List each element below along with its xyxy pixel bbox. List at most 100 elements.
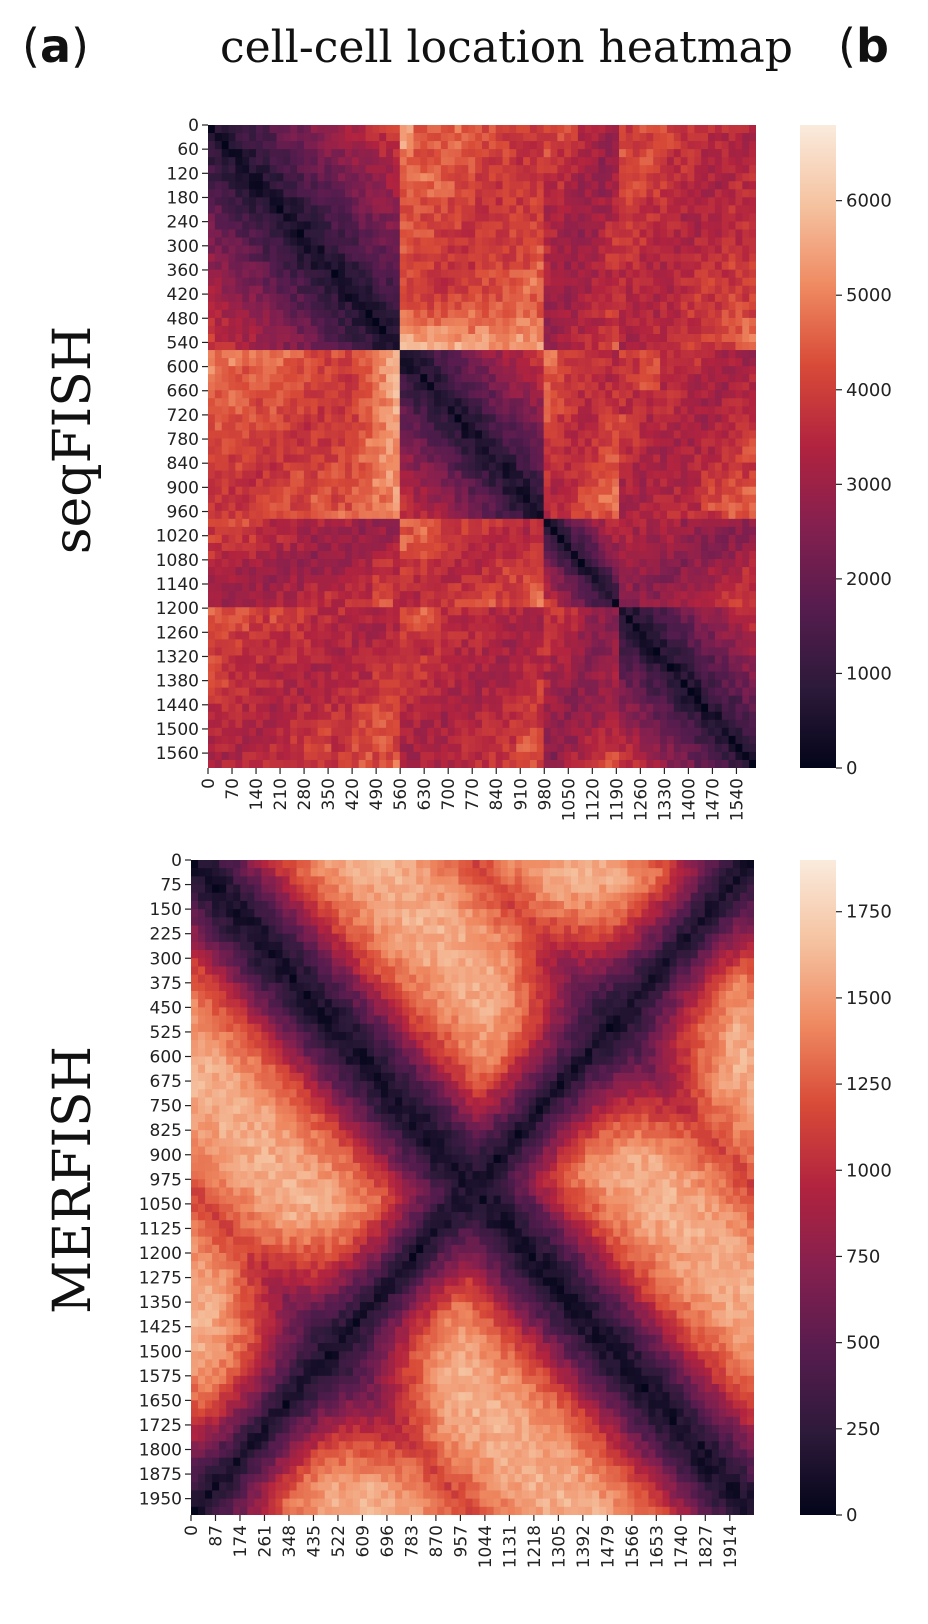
heatmap-cell: [680, 382, 689, 391]
heatmap-cell: [427, 317, 435, 327]
heatmap-cell: [660, 125, 668, 134]
heatmap-cell: [564, 575, 572, 584]
heatmap-cell: [666, 615, 675, 624]
heatmap-cell: [619, 317, 627, 327]
heatmap-cell: [482, 502, 490, 512]
heatmap-cell: [660, 534, 668, 544]
heatmap-cell: [303, 141, 312, 150]
heatmap-cell: [214, 293, 223, 303]
heatmap-cell: [262, 414, 271, 423]
heatmap-cell: [235, 494, 243, 504]
heatmap-cell: [338, 374, 346, 383]
heatmap-cell: [666, 181, 675, 190]
heatmap-cell: [646, 526, 654, 536]
heatmap-cell: [728, 526, 737, 536]
heatmap-cell: [303, 542, 312, 552]
heatmap-cell: [214, 205, 223, 215]
heatmap-cell: [338, 309, 346, 319]
heatmap-cell: [358, 406, 367, 415]
heatmap-cell: [557, 253, 565, 263]
heatmap-cell: [235, 301, 243, 311]
heatmap-cell: [262, 141, 271, 150]
heatmap-cell: [297, 406, 305, 415]
heatmap-cell: [454, 510, 463, 520]
heatmap-cell: [406, 277, 415, 287]
heatmap-cell: [488, 133, 497, 142]
heatmap-cell: [324, 293, 332, 303]
heatmap-cell: [434, 189, 442, 198]
heatmap-cell: [255, 245, 264, 255]
heatmap-cell: [440, 591, 449, 600]
heatmap-cell: [269, 277, 278, 287]
heatmap-cell: [399, 189, 408, 198]
heatmap-cell: [653, 607, 661, 616]
heatmap-cell: [228, 358, 236, 367]
heatmap-cell: [660, 438, 668, 448]
heatmap-cell: [557, 189, 565, 198]
heatmap-cell: [262, 607, 271, 616]
heatmap-cell: [413, 342, 421, 351]
heatmap-cell: [283, 470, 291, 480]
heatmap-cell: [577, 438, 586, 448]
heatmap-cell: [297, 221, 305, 231]
heatmap-cell: [214, 599, 223, 608]
heatmap-cell: [461, 478, 469, 488]
heatmap-cell: [262, 575, 271, 584]
heatmap-cell: [708, 157, 716, 166]
heatmap-cell: [673, 245, 682, 255]
heatmap-cell: [529, 189, 538, 198]
heatmap-cell: [598, 237, 606, 247]
heatmap-cell: [345, 350, 353, 359]
heatmap-cell: [317, 293, 326, 303]
heatmap-cell: [365, 591, 373, 600]
heatmap-cell: [461, 422, 469, 432]
heatmap-cell: [297, 245, 305, 255]
heatmap-cell: [235, 285, 243, 295]
heatmap-cell: [399, 269, 408, 279]
heatmap-cell: [639, 567, 647, 576]
heatmap-cell: [255, 253, 264, 263]
heatmap-cell: [488, 197, 497, 206]
heatmap-cell: [420, 197, 428, 206]
heatmap-cell: [728, 269, 737, 279]
heatmap-cell: [482, 358, 490, 367]
heatmap-cell: [331, 293, 339, 303]
heatmap-cell: [660, 173, 668, 182]
heatmap-cell: [749, 422, 756, 432]
heatmap-cell: [338, 317, 346, 327]
heatmap-cell: [543, 205, 552, 215]
heatmap-cell: [619, 125, 627, 134]
heatmap-cell: [598, 173, 606, 182]
heatmap-cell: [262, 567, 271, 576]
heatmap-cell: [317, 591, 326, 600]
heatmap-cell: [317, 366, 326, 375]
heatmap-cell: [249, 253, 257, 263]
heatmap-cell: [564, 301, 572, 311]
heatmap-cell: [386, 559, 394, 568]
heatmap-cell: [557, 454, 565, 464]
heatmap-cell: [454, 406, 463, 415]
heatmap-cell: [303, 502, 312, 512]
heatmap-cell: [660, 502, 668, 512]
heatmap-cell: [276, 141, 284, 150]
heatmap-cell: [221, 277, 230, 287]
heatmap-cell: [242, 502, 250, 512]
heatmap-cell: [550, 285, 558, 295]
heatmap-cell: [454, 269, 463, 279]
heatmap-cell: [550, 350, 558, 359]
heatmap-cell: [557, 229, 565, 239]
heatmap-cell: [386, 342, 394, 351]
heatmap-cell: [345, 285, 353, 295]
heatmap-cell: [584, 285, 593, 295]
heatmap-cell: [666, 358, 675, 367]
heatmap-cell: [386, 462, 394, 472]
heatmap-cell: [728, 309, 737, 319]
heatmap-cell: [399, 526, 408, 536]
heatmap-cell: [598, 494, 606, 504]
heatmap-cell: [392, 366, 401, 375]
heatmap-cell: [591, 567, 600, 576]
heatmap-cell: [297, 502, 305, 512]
heatmap-cell: [502, 165, 510, 174]
heatmap-cell: [317, 133, 326, 142]
heatmap-cell: [666, 165, 675, 174]
